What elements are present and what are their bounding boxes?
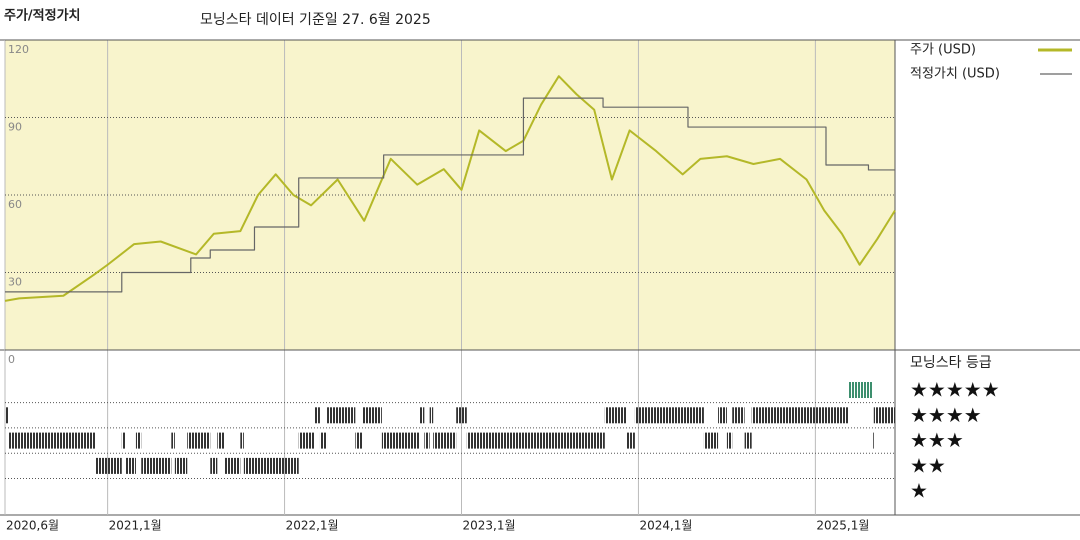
subtitle: 모닝스타 데이터 기준일 27. 6월 2025	[200, 12, 431, 28]
rating-bar	[433, 432, 457, 449]
rating-bar	[314, 407, 320, 424]
x-tick-label: 2020,6월	[6, 519, 59, 533]
y-tick-label: 120	[8, 43, 29, 56]
rating-level-label: ★★★★★	[910, 378, 1000, 402]
y-tick-label: 60	[8, 198, 22, 211]
rating-bar	[848, 382, 872, 398]
rating-bar	[171, 432, 175, 449]
legend-label: 적정가치 (USD)	[910, 67, 1000, 82]
rating-bar	[217, 432, 225, 449]
rating-bar	[125, 457, 136, 474]
ratings-title: 모닝스타 등급	[910, 355, 992, 371]
y-tick-label: 90	[8, 121, 22, 134]
title: 주가/적정가치	[4, 8, 81, 24]
rating-bar	[419, 407, 425, 424]
x-tick-label: 2021,1월	[109, 519, 162, 533]
rating-bar	[626, 432, 635, 449]
rating-bar	[634, 407, 704, 424]
rating-bar	[429, 407, 434, 424]
rating-bar	[604, 407, 627, 424]
rating-level-label: ★★	[910, 453, 946, 477]
rating-bar	[240, 432, 244, 449]
rating-bar	[726, 432, 733, 449]
rating-bar	[456, 407, 467, 424]
rating-bar	[224, 457, 241, 474]
rating-bar	[871, 432, 874, 449]
rating-bar	[718, 407, 727, 424]
legend-label: 주가 (USD)	[910, 43, 976, 58]
rating-bar	[355, 432, 363, 449]
rating-level-label: ★	[910, 479, 928, 503]
rating-bar	[298, 432, 315, 449]
rating-level-label: ★★★★	[910, 403, 982, 427]
series-line	[4, 75, 896, 302]
rating-bar	[174, 457, 188, 474]
rating-bar	[381, 432, 420, 449]
x-tick-label: 2023,1월	[463, 519, 516, 533]
rating-bar	[210, 457, 218, 474]
y-tick-label: 0	[8, 353, 15, 366]
rating-bar	[135, 432, 142, 449]
rating-bar	[751, 407, 849, 424]
series-line	[5, 97, 895, 293]
rating-bar	[319, 432, 328, 449]
rating-bar	[732, 407, 745, 424]
y-tick-label: 30	[8, 276, 22, 289]
x-tick-label: 2022,1월	[286, 519, 339, 533]
rating-bar	[873, 407, 895, 424]
rating-bar	[744, 432, 752, 449]
rating-level-label: ★★★	[910, 428, 964, 452]
rating-bar	[362, 407, 382, 424]
rating-bar	[187, 432, 211, 449]
x-tick-label: 2025,1월	[816, 519, 869, 533]
rating-bar	[8, 432, 96, 449]
rating-bar	[95, 457, 122, 474]
rating-bar	[466, 432, 605, 449]
rating-bar	[327, 407, 356, 424]
rating-bar	[121, 432, 126, 449]
rating-bar	[5, 407, 9, 424]
rating-bar	[141, 457, 172, 474]
x-tick-label: 2024,1월	[639, 519, 692, 533]
rating-bar	[243, 457, 299, 474]
rating-bar	[424, 432, 430, 449]
rating-bar	[703, 432, 719, 449]
